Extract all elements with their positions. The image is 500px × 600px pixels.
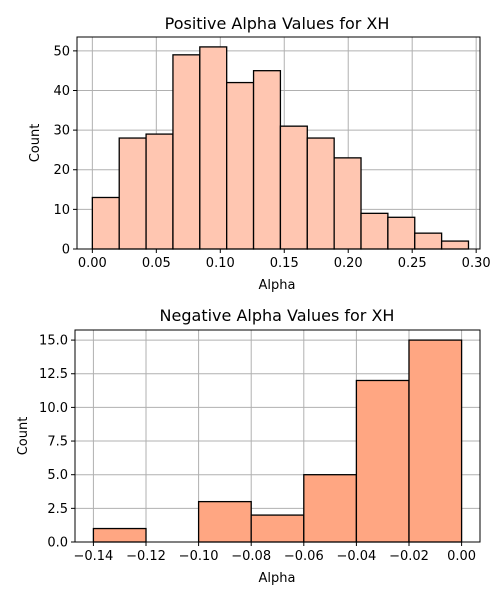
histogram-bar: [303, 474, 358, 543]
x-axis-label: Alpha: [259, 571, 296, 586]
y-tick-label: 40: [53, 84, 70, 99]
x-tick-label: 0.25: [398, 256, 427, 271]
histogram-bar: [408, 339, 463, 543]
x-tick-label: 0.20: [334, 256, 363, 271]
histogram-bar: [226, 81, 255, 250]
y-tick-label: 0: [62, 243, 70, 258]
x-tick-label: −0.10: [179, 549, 219, 564]
histogram-bar: [199, 46, 228, 250]
histogram-bar: [172, 54, 201, 250]
y-tick-label: 7.5: [47, 435, 68, 450]
y-tick-label: 10: [53, 203, 70, 218]
histogram-bar: [387, 216, 416, 250]
y-tick-label: 10.0: [39, 401, 68, 416]
histogram-bar: [279, 125, 308, 250]
x-tick-label: 0.05: [142, 256, 171, 271]
x-tick-label: 0.00: [78, 256, 107, 271]
histogram-bar: [414, 232, 443, 250]
histogram-bar: [197, 500, 252, 543]
histogram-bar: [250, 514, 305, 543]
y-axis-label: Count: [16, 417, 31, 456]
bars: [91, 46, 470, 250]
positive-alpha-histogram: Positive Alpha Values for XH 0.00 0.05 0.1…: [28, 14, 491, 293]
y-tick-label: 50: [53, 44, 70, 59]
x-axis-ticks: 0.00 0.05 0.10 0.15 0.20 0.25 0.30: [78, 249, 491, 271]
x-tick-label: −0.02: [389, 549, 429, 564]
y-tick-label: 30: [53, 124, 70, 139]
histogram-bar: [355, 379, 410, 543]
x-tick-label: −0.04: [336, 549, 376, 564]
negative-alpha-histogram: Negative Alpha Values for XH −0.14 −0.12−…: [16, 306, 481, 586]
x-axis-label: Alpha: [259, 278, 296, 293]
histogram-bar: [360, 212, 389, 250]
y-tick-label: 0.0: [47, 536, 68, 551]
x-tick-label: −0.08: [231, 549, 271, 564]
bars: [92, 339, 463, 543]
x-tick-label: −0.14: [73, 549, 113, 564]
histogram-bar: [91, 196, 120, 250]
histogram-bar: [118, 137, 147, 250]
x-tick-label: 0.15: [270, 256, 299, 271]
histogram-bar: [306, 137, 335, 250]
axes-frame: [76, 36, 481, 250]
x-tick-label: 0.30: [462, 256, 491, 271]
y-tick-label: 5.0: [47, 468, 68, 483]
x-axis-ticks: −0.14 −0.12 −0.10 −0.08 −0.06 −0.04 −0.02 0.00: [73, 542, 476, 564]
y-axis-label: Count: [28, 124, 43, 163]
x-tick-label: −0.06: [284, 549, 324, 564]
y-tick-label: 2.5: [47, 502, 68, 517]
histogram-bar: [252, 70, 282, 250]
axes-frame: [74, 329, 481, 543]
x-tick-label: −0.12: [126, 549, 166, 564]
x-tick-label: 0.10: [206, 256, 235, 271]
y-axis-ticks: 0 10 20 30 40 50: [53, 44, 77, 258]
y-tick-label: 12.5: [39, 367, 68, 382]
histogram-bar: [333, 157, 362, 250]
y-tick-label: 20: [53, 163, 70, 178]
histogram-bar: [440, 240, 470, 250]
x-tick-label: 0.00: [447, 549, 476, 564]
chart-title: Positive Alpha Values for XH: [165, 14, 390, 33]
y-axis-ticks: 0.0 2.5 5.0 7.5 10.0 12.5 15.0: [39, 334, 75, 551]
histogram-bar: [92, 527, 147, 543]
histogram-bar: [145, 133, 174, 250]
y-tick-label: 15.0: [39, 334, 68, 349]
chart-title: Negative Alpha Values for XH: [160, 306, 395, 325]
